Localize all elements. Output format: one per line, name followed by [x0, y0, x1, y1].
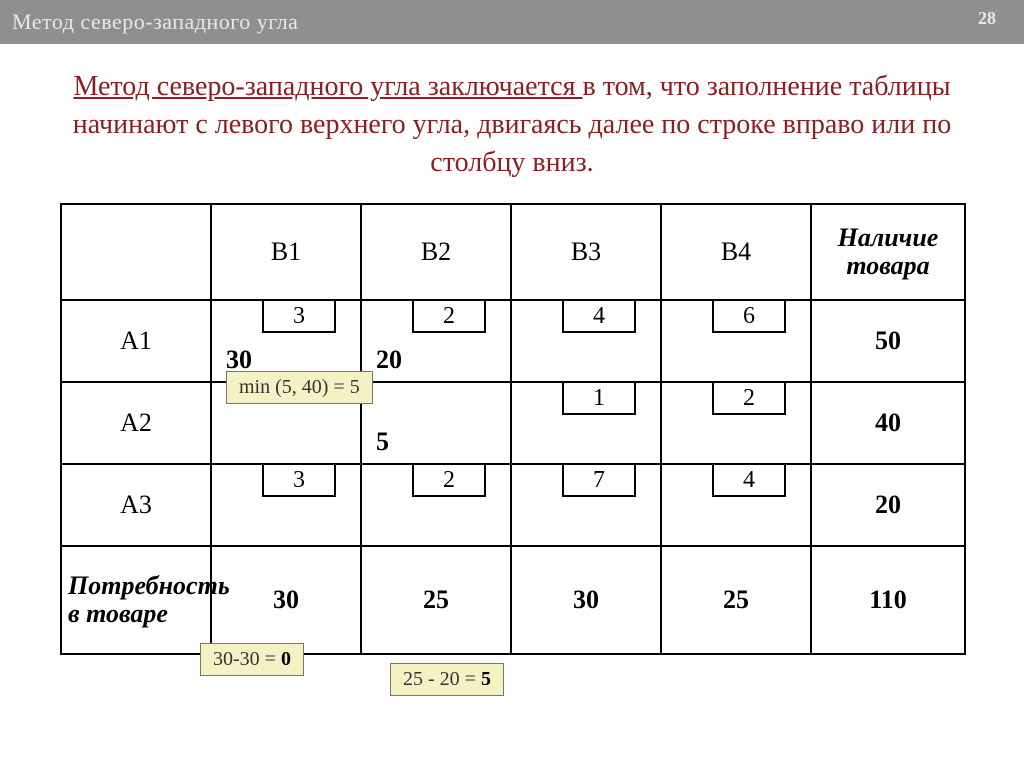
cell: 7: [511, 464, 661, 546]
headline-underlined: Метод северо-западного угла заключается: [73, 71, 582, 102]
callout-diff-2: 25 - 20 = 5: [390, 663, 504, 696]
col-header: B2: [361, 204, 511, 300]
cell: 5: [361, 382, 511, 464]
cost-value: 7: [562, 463, 636, 497]
cost-value: 6: [712, 299, 786, 333]
demand-header: Потребность в товаре: [61, 546, 211, 654]
cost-value: 2: [412, 299, 486, 333]
slide-title: Метод северо-западного угла: [12, 9, 298, 35]
demand-value: 30: [211, 546, 361, 654]
allocation-value: 5: [376, 427, 389, 457]
cell: 6: [661, 300, 811, 382]
demand-value: 25: [661, 546, 811, 654]
col-header: B4: [661, 204, 811, 300]
table-row: A1 3 30 2 20 4 6 50: [61, 300, 965, 382]
col-header: B3: [511, 204, 661, 300]
slide-header-bar: Метод северо-западного угла 28: [0, 0, 1024, 44]
total-value: 110: [811, 546, 965, 654]
cost-value: 3: [262, 299, 336, 333]
cell: 4: [511, 300, 661, 382]
cost-value: 2: [412, 463, 486, 497]
demand-value: 25: [361, 546, 511, 654]
cell: 2: [361, 464, 511, 546]
transport-table-wrap: B1 B2 B3 B4 Наличие товара A1 3 30 2 20 …: [60, 203, 964, 655]
allocation-value: 20: [376, 345, 402, 375]
table-row: A3 3 2 7 4 20: [61, 464, 965, 546]
stock-value: 50: [811, 300, 965, 382]
corner-cell: [61, 204, 211, 300]
transport-table: B1 B2 B3 B4 Наличие товара A1 3 30 2 20 …: [60, 203, 966, 655]
cell: 1: [511, 382, 661, 464]
table-header-row: B1 B2 B3 B4 Наличие товара: [61, 204, 965, 300]
cell: 4: [661, 464, 811, 546]
page-number: 28: [978, 8, 996, 29]
headline-text: Метод северо-западного угла заключается …: [40, 68, 984, 181]
cost-value: 2: [712, 381, 786, 415]
cost-value: 4: [562, 299, 636, 333]
cell: 2 20: [361, 300, 511, 382]
cost-value: 4: [712, 463, 786, 497]
cost-value: 1: [562, 381, 636, 415]
cost-value: 3: [262, 463, 336, 497]
demand-row: Потребность в товаре 30 25 30 25 110: [61, 546, 965, 654]
stock-value: 40: [811, 382, 965, 464]
col-header: B1: [211, 204, 361, 300]
row-header: A1: [61, 300, 211, 382]
table-row: A2 5 1 2 40: [61, 382, 965, 464]
cell: 2: [661, 382, 811, 464]
demand-value: 30: [511, 546, 661, 654]
row-header: A2: [61, 382, 211, 464]
cell: 3 30: [211, 300, 361, 382]
stock-header: Наличие товара: [811, 204, 965, 300]
callout-min: min (5, 40) = 5: [226, 371, 373, 404]
callout-diff-1: 30-30 = 0: [200, 643, 304, 676]
cell: 3: [211, 464, 361, 546]
stock-value: 20: [811, 464, 965, 546]
row-header: A3: [61, 464, 211, 546]
